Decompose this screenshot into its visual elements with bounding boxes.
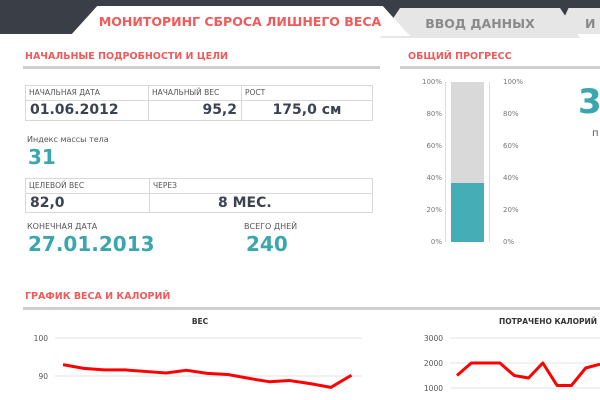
tab-monitoring[interactable]: МОНИТОРИНГ СБРОСА ЛИШНЕГО ВЕСА [70, 6, 410, 36]
details-title: НАЧАЛЬНЫЕ ПОДРОБНОСТИ И ЦЕЛИ [25, 51, 228, 62]
axis-line [445, 82, 446, 242]
progress-tick-label: 80% [503, 110, 519, 118]
progress-title: ОБЩИЙ ПРОГРЕСС [408, 51, 512, 62]
end-date-label: КОНЕЧНАЯ ДАТА [27, 222, 98, 231]
calories-chart-title: ПОТРАЧЕНО КАЛОРИЙ [499, 317, 597, 326]
progress-tick-label: 100% [503, 78, 524, 86]
progress-tick-label: 60% [503, 142, 519, 150]
y-tick-label: 90 [38, 372, 48, 381]
progress-sub-partial: п [592, 128, 599, 139]
end-date: 27.01.2013 [28, 232, 155, 256]
progress-tick-label: 40% [426, 174, 442, 182]
progress-tick-label: 40% [503, 174, 519, 182]
total-days: 240 [246, 232, 288, 256]
divider [400, 66, 600, 69]
start-box: НАЧАЛЬНАЯ ДАТА 01.06.2012 НАЧАЛЬНЫЙ ВЕС 95… [25, 85, 373, 121]
divider [23, 307, 600, 310]
divider [23, 66, 380, 69]
content-top [0, 34, 600, 44]
charts-title: ГРАФИК ВЕСА И КАЛОРИЙ [25, 291, 171, 302]
progress-tick-label: 0% [503, 238, 515, 246]
target-box: ЦЕЛЕВОЙ ВЕС 82,0 ЧЕРЕЗ 8 МЕС. [25, 178, 373, 213]
through-value[interactable]: 8 МЕС. [218, 195, 272, 211]
height-label: РОСТ [242, 86, 372, 101]
y-tick-label: 1000 [424, 384, 443, 393]
progress-tick-label: 60% [426, 142, 442, 150]
y-tick-label: 3000 [424, 334, 443, 343]
target-weight[interactable]: 82,0 [30, 195, 65, 211]
progress-fill [451, 182, 484, 242]
target-weight-label: ЦЕЛЕВОЙ ВЕС [26, 179, 149, 194]
progress-tick-label: 20% [503, 206, 519, 214]
progress-tick-label: 100% [421, 78, 442, 86]
height-value[interactable]: 175,0 см [272, 102, 342, 118]
progress-tick-label: 20% [426, 206, 442, 214]
calories-line [456, 361, 600, 387]
axis-line [489, 82, 490, 242]
y-tick-label: 100 [34, 334, 49, 343]
bmi-value: 31 [28, 145, 56, 169]
start-weight-label: НАЧАЛЬНЫЙ ВЕС [149, 86, 241, 101]
progress-percent-partial: 3 [578, 82, 600, 122]
start-date[interactable]: 01.06.2012 [30, 102, 119, 118]
start-date-label: НАЧАЛЬНАЯ ДАТА [26, 86, 148, 101]
weight-chart-title: ВЕС [192, 317, 209, 326]
bmi-label: Индекс массы тела [27, 135, 109, 144]
start-weight[interactable]: 95,2 [202, 102, 237, 118]
total-days-label: ВСЕГО ДНЕЙ [244, 222, 298, 231]
y-tick-label: 2000 [424, 359, 443, 368]
progress-tick-label: 80% [426, 110, 442, 118]
progress-tick-label: 0% [430, 238, 442, 246]
through-label: ЧЕРЕЗ [150, 179, 372, 194]
tab-data-entry[interactable]: ВВОД ДАННЫХ [380, 8, 580, 38]
